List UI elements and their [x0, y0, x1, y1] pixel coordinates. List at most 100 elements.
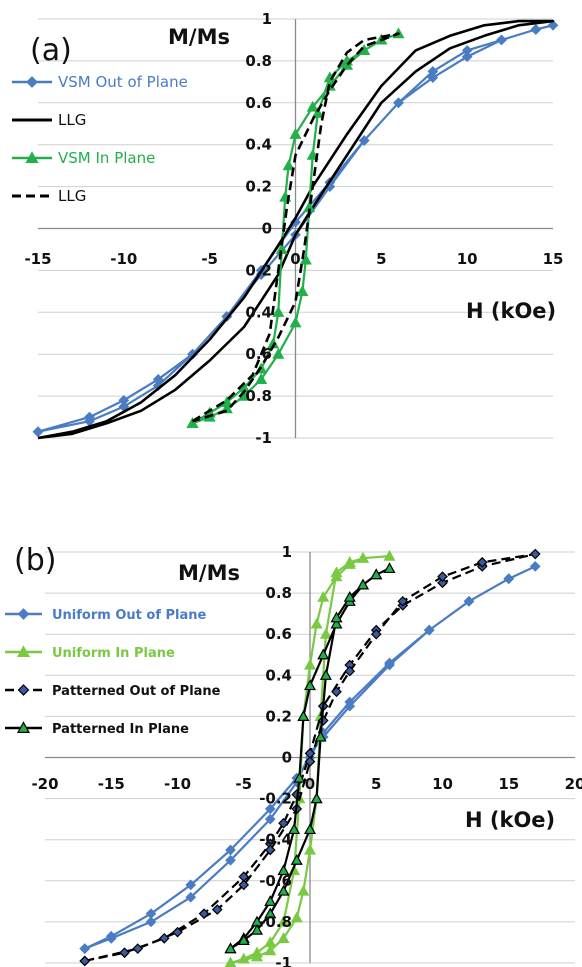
data-point [303, 658, 317, 670]
data-point [343, 590, 356, 602]
x-tick-label: 15 [498, 775, 519, 793]
data-point [132, 943, 144, 954]
data-point [358, 135, 370, 146]
legend-marker [17, 684, 30, 696]
x-tick-label: -15 [98, 775, 125, 793]
data-point [296, 285, 309, 296]
data-point [311, 107, 324, 118]
legend-marker [25, 151, 39, 163]
data-point [344, 696, 356, 708]
data-point [288, 823, 301, 835]
data-point [185, 891, 197, 903]
data-point [264, 803, 276, 815]
y-tick-label: 0.8 [245, 387, 272, 405]
data-point [225, 844, 236, 856]
data-point [264, 844, 276, 856]
y-tick-label: 0.2 [245, 178, 272, 196]
y-axis-title: M/Ms [168, 25, 230, 49]
data-point [255, 373, 268, 384]
data-point [272, 306, 285, 317]
data-point [344, 665, 356, 677]
y-tick-label: 0.8 [245, 52, 272, 70]
x-tick-label: -10 [110, 250, 137, 268]
series-line [230, 555, 391, 965]
data-point [317, 590, 330, 602]
data-point [289, 316, 302, 328]
data-point [356, 551, 370, 563]
data-point [461, 51, 473, 63]
data-point [437, 571, 448, 583]
series-patterned-in-plane [224, 562, 396, 954]
data-point [314, 730, 327, 742]
legend-label: Uniform In Plane [52, 646, 175, 661]
data-point [79, 955, 91, 967]
data-point [289, 127, 302, 139]
legend-label: LLG [58, 187, 86, 205]
data-point [319, 627, 332, 639]
data-point [224, 942, 237, 954]
data-point [343, 556, 356, 567]
data-point [237, 934, 250, 945]
data-point [290, 911, 303, 923]
data-point [476, 556, 488, 568]
data-point [186, 417, 199, 428]
data-point [264, 895, 277, 906]
data-point [264, 944, 277, 956]
series-line [37, 19, 555, 440]
x-tick-label: -10 [164, 775, 191, 793]
x-axis-title: H (kOe) [465, 808, 555, 832]
y-tick-label: -0.2 [259, 790, 292, 808]
panel-label: (b) [14, 543, 56, 578]
x-tick-label: 5 [371, 775, 381, 793]
data-point [32, 426, 44, 438]
data-point [282, 159, 295, 171]
panel-label: (a) [30, 33, 72, 68]
legend: VSM Out of Plane LLG VSM In Plane LLG [12, 73, 188, 205]
data-point [185, 879, 197, 891]
legend-label: LLG [58, 111, 86, 129]
y-tick-label: 0 [282, 749, 292, 767]
data-point [250, 923, 264, 935]
data-point [145, 916, 157, 928]
y-tick-label: 0.2 [265, 707, 292, 725]
data-point [250, 950, 264, 962]
y-tick-label: -0.8 [259, 913, 292, 931]
data-point [303, 679, 317, 691]
data-point [297, 710, 310, 722]
x-tick-label: 15 [543, 250, 564, 268]
y-tick-label: 0.4 [245, 136, 272, 154]
data-point [145, 908, 157, 920]
series-vsm-out-of-plane [32, 19, 559, 438]
data-point [277, 884, 290, 896]
y-tick-label: -0.6 [259, 872, 292, 890]
data-point [264, 813, 276, 825]
data-point [225, 854, 236, 866]
data-point [529, 548, 541, 560]
data-point [84, 411, 95, 423]
series-line [191, 32, 400, 423]
data-point [277, 915, 290, 927]
y-tick-label: -1 [255, 429, 272, 447]
data-point [152, 373, 164, 385]
data-point [303, 843, 317, 855]
y-tick-label: 1 [282, 543, 292, 561]
legend-label: Patterned Out of Plane [52, 684, 221, 699]
data-point [427, 66, 439, 77]
data-point [272, 347, 285, 359]
y-tick-label: 0.6 [265, 625, 292, 643]
data-point [331, 686, 342, 698]
x-tick-label: 20 [565, 775, 582, 793]
data-point [293, 771, 306, 783]
data-point [224, 956, 237, 967]
data-point [158, 932, 170, 944]
data-point [118, 394, 130, 406]
data-point [303, 823, 317, 835]
y-tick-label: 0.4 [265, 666, 292, 684]
data-point [503, 573, 515, 585]
legend-label: VSM In Plane [58, 149, 155, 167]
legend-marker [17, 608, 30, 620]
data-point [383, 562, 396, 574]
data-point [317, 648, 330, 660]
series-llg [37, 19, 555, 440]
